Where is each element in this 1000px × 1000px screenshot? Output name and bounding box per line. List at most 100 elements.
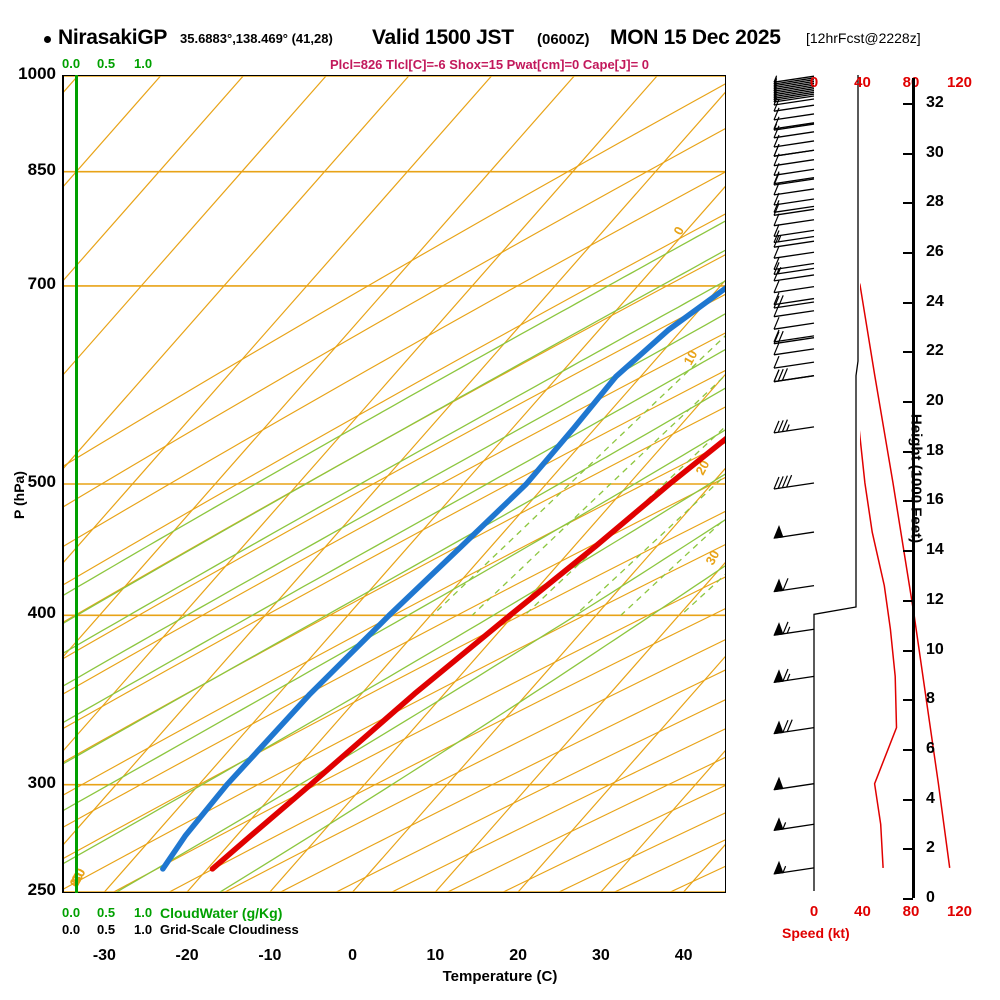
temperature-tick-20: 20 xyxy=(509,947,527,964)
temperature-axis-title: Temperature (C) xyxy=(442,968,558,985)
height-trace-line xyxy=(860,282,951,868)
pressure-tick-300: 300 xyxy=(27,772,56,792)
wind-barb xyxy=(773,257,815,271)
speed-tick-0: 0 xyxy=(809,74,819,91)
cloudiness-axis-title: Grid-Scale Cloudiness xyxy=(160,922,299,937)
cloudwater-top-tick-2: 1.0 xyxy=(134,56,153,71)
wind-barb xyxy=(773,75,815,83)
height-tick-12: 12 xyxy=(926,590,944,608)
wind-barb xyxy=(773,668,815,684)
wind-barb xyxy=(773,621,815,636)
temperature-tick--10: -10 xyxy=(258,947,282,964)
height-tick-mark xyxy=(903,798,913,801)
pressure-tick-700: 700 xyxy=(27,273,56,293)
height-tick-20: 20 xyxy=(926,392,944,409)
speed-tick-0: 0 xyxy=(809,903,819,920)
height-tick-10: 10 xyxy=(926,640,944,658)
wind-barb xyxy=(773,860,815,875)
temperature-tick--30: -30 xyxy=(92,947,116,964)
cloudwater-bottom-tick-1: 0.5 xyxy=(97,905,116,920)
speed-tick-120: 120 xyxy=(946,74,973,91)
height-tick-22: 22 xyxy=(926,342,944,360)
cloudiness-bottom-tick-1: 0.5 xyxy=(97,922,116,937)
wind-barb xyxy=(773,234,815,248)
sounding-parameters: Plcl=826 Tlcl[C]=-6 Shox=15 Pwat[cm]=0 C… xyxy=(330,57,650,72)
height-tick-mark xyxy=(903,748,913,751)
speed-tick-80: 80 xyxy=(902,903,920,920)
cloudiness-bottom-tick-0: 0.0 xyxy=(62,922,81,937)
temperature-tick--20: -20 xyxy=(175,947,199,964)
height-tick-14: 14 xyxy=(926,541,944,559)
height-tick-16: 16 xyxy=(926,491,944,509)
pressure-axis-title: P (hPa) xyxy=(11,471,27,519)
wind-barb xyxy=(773,107,815,121)
pressure-tick-1000: 1000 xyxy=(18,64,56,83)
height-tick-mark xyxy=(903,599,913,602)
temperature-tick-10: 10 xyxy=(426,947,445,964)
height-tick-mark xyxy=(903,649,913,652)
height-tick-mark xyxy=(903,450,913,453)
wind-barb xyxy=(773,203,815,216)
wind-barb xyxy=(773,817,815,831)
height-tick-mark xyxy=(903,152,913,155)
speed-tick-40: 40 xyxy=(854,74,871,91)
wind-barb xyxy=(773,230,815,244)
wind-barb xyxy=(773,474,815,490)
temperature-tick-40: 40 xyxy=(674,947,693,964)
pressure-tick-250: 250 xyxy=(27,880,56,899)
wind-barb xyxy=(773,776,815,791)
cloudiness-bottom-tick-2: 1.0 xyxy=(134,922,153,937)
temperature-tick-0: 0 xyxy=(348,947,358,964)
height-tick-mark xyxy=(903,699,913,702)
height-tick-mark xyxy=(903,401,913,403)
wind-barb xyxy=(773,200,815,213)
pressure-tick-500: 500 xyxy=(27,472,56,491)
height-trace xyxy=(860,282,951,868)
cloudwater-bottom-tick-2: 1.0 xyxy=(134,905,153,920)
speed-tick-40: 40 xyxy=(854,903,871,920)
dry-adiabat-label: 10 xyxy=(680,348,700,368)
height-axis-line xyxy=(912,78,915,898)
height-tick-26: 26 xyxy=(926,242,944,260)
wind-barb xyxy=(773,98,815,112)
wind-barb xyxy=(773,304,815,318)
height-tick-28: 28 xyxy=(926,193,944,211)
wind-barb xyxy=(773,77,815,85)
wind-barb xyxy=(773,419,815,434)
wind-barb xyxy=(773,224,815,238)
wind-barb-panel xyxy=(752,75,872,893)
skewt-plot-area: 23581220100-10-20-300102030 xyxy=(62,75,726,893)
wind-barb xyxy=(773,524,815,539)
speed-axis-title: Speed (kt) xyxy=(782,925,850,941)
dry-adiabat-label: 30 xyxy=(702,548,722,568)
station-coordinates: 35.6883°,138.469° (41,28) xyxy=(180,31,333,46)
wind-barb xyxy=(773,368,815,383)
valid-time-zulu: (0600Z) xyxy=(537,31,590,48)
height-tick-24: 24 xyxy=(926,292,944,310)
wind-barb xyxy=(773,192,815,206)
height-tick-mark xyxy=(903,500,913,503)
wind-barb xyxy=(773,245,815,259)
figure-header: NirasakiGP 35.6883°,138.469° (41,28) Val… xyxy=(0,26,1000,52)
pressure-tick-850: 850 xyxy=(27,159,56,179)
wind-barb xyxy=(773,719,815,735)
wind-barb xyxy=(773,355,815,369)
height-tick-mark xyxy=(903,898,913,900)
wind-barb xyxy=(773,292,815,306)
cloudwater-top-tick-1: 0.5 xyxy=(97,56,116,71)
height-tick-2: 2 xyxy=(926,839,935,857)
height-tick-mark xyxy=(903,848,913,851)
wind-barbs xyxy=(773,75,859,891)
cloudwater-bottom-tick-0: 0.0 xyxy=(62,905,81,920)
speed-tick-120: 120 xyxy=(946,903,973,920)
cloudwater-top-tick-0: 0.0 xyxy=(62,56,81,71)
wind-barb xyxy=(773,123,815,131)
cloudwater-axis-title: CloudWater (g/Kg) xyxy=(160,905,283,921)
height-tick-0: 0 xyxy=(926,889,935,906)
wind-barb xyxy=(773,329,815,343)
height-tick-4: 4 xyxy=(926,789,935,807)
speed-tick-80: 80 xyxy=(902,74,920,91)
forecast-info: [12hrFcst@2228z] xyxy=(806,30,921,46)
height-tick-mark xyxy=(903,202,913,205)
